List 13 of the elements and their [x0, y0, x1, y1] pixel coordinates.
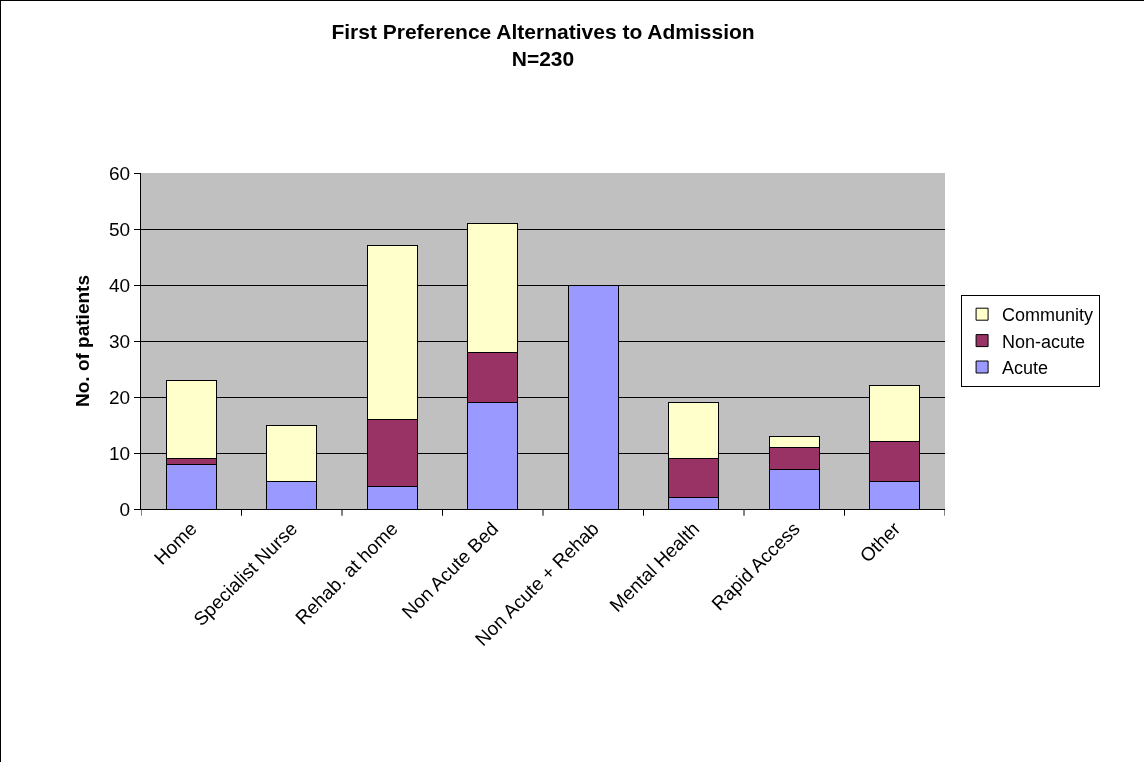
y-tick-label: 50: [109, 218, 131, 240]
y-tick-label: 10: [109, 442, 131, 464]
y-tick-label: 30: [109, 330, 131, 352]
y-tick-label: 20: [109, 386, 131, 408]
y-tick-label: 0: [119, 498, 131, 520]
chart-title: First Preference Alternatives to Admission: [331, 20, 755, 44]
y-tick-label: 60: [109, 162, 131, 184]
legend-label: Acute: [1002, 358, 1049, 379]
y-tick-label: 40: [109, 274, 131, 296]
chart-subtitle: N=230: [511, 47, 575, 71]
legend-label: Community: [1002, 305, 1094, 326]
y-axis-title: No. of patients: [71, 275, 93, 407]
legend-label: Non-acute: [1002, 331, 1086, 352]
